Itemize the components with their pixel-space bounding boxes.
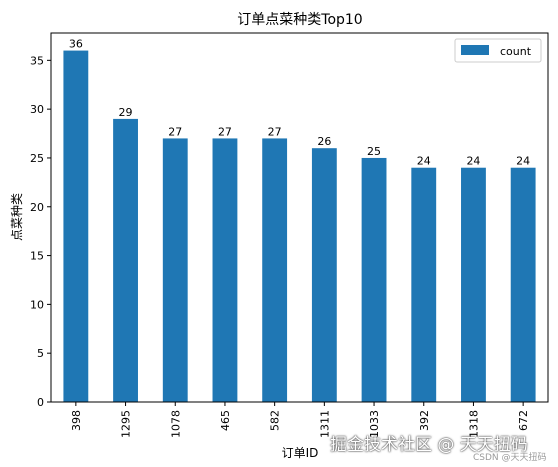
y-tick-label: 0 — [37, 396, 44, 409]
y-axis-label: 点菜种类 — [10, 193, 24, 241]
bar-value-label: 24 — [417, 155, 431, 168]
x-tick-label: 465 — [219, 410, 232, 431]
legend-label: count — [500, 45, 532, 58]
y-tick-label: 10 — [30, 298, 44, 311]
bar-value-label: 27 — [268, 125, 282, 138]
x-tick-label: 1078 — [169, 410, 182, 438]
bar-1295 — [113, 118, 138, 403]
bar-value-label: 24 — [466, 155, 480, 168]
y-tick-label: 15 — [30, 250, 44, 263]
x-tick-label: 582 — [269, 410, 282, 431]
y-tick-label: 35 — [30, 54, 44, 67]
legend-frame — [454, 38, 542, 63]
legend-swatch — [461, 45, 489, 55]
y-tick-label: 25 — [30, 152, 44, 165]
x-tick-label: 672 — [517, 410, 530, 431]
y-tick-label: 5 — [37, 347, 44, 360]
bar-value-label: 27 — [218, 125, 232, 138]
bar-value-label: 24 — [516, 155, 530, 168]
bar-398 — [63, 50, 89, 402]
y-axis: 0 5 10 15 20 25 30 35 — [30, 54, 51, 409]
bar-1318 — [461, 167, 486, 402]
bar-value-label: 25 — [367, 145, 381, 158]
x-tick-label: 398 — [70, 410, 83, 431]
x-tick-label: 1295 — [120, 410, 133, 438]
x-tick-label: 1033 — [368, 410, 381, 438]
x-axis: 398 1295 1078 465 582 1311 1033 392 1318 672 — [70, 402, 530, 438]
bar-1033 — [361, 157, 387, 402]
bar-1078 — [162, 138, 188, 402]
bar-value-label: 36 — [69, 38, 83, 51]
y-tick-label: 30 — [30, 103, 44, 116]
plot-frame — [50, 32, 549, 403]
watermark-main: 掘金技术社区 @ 天天扭码 — [330, 435, 528, 455]
x-axis-label: 订单ID — [282, 446, 319, 460]
x-tick-label: 1318 — [467, 410, 480, 438]
x-tick-label: 392 — [418, 410, 431, 431]
y-tick-label: 20 — [30, 201, 44, 214]
bar-672 — [510, 167, 536, 402]
bar-582 — [262, 138, 288, 402]
watermark-sub: CSDN @天天扭码 — [473, 453, 547, 463]
bars-layer: 36 29 27 27 27 26 25 24 24 24 — [63, 38, 536, 403]
bar-392 — [411, 167, 437, 402]
chart-title: 订单点菜种类Top10 — [237, 12, 362, 28]
x-tick-label: 1311 — [318, 410, 331, 438]
bar-value-label: 26 — [317, 135, 331, 148]
bar-1311 — [311, 148, 337, 402]
bar-value-label: 29 — [119, 106, 133, 119]
legend: count — [454, 38, 542, 63]
bar-465 — [212, 138, 238, 402]
bar-value-label: 27 — [168, 125, 182, 138]
